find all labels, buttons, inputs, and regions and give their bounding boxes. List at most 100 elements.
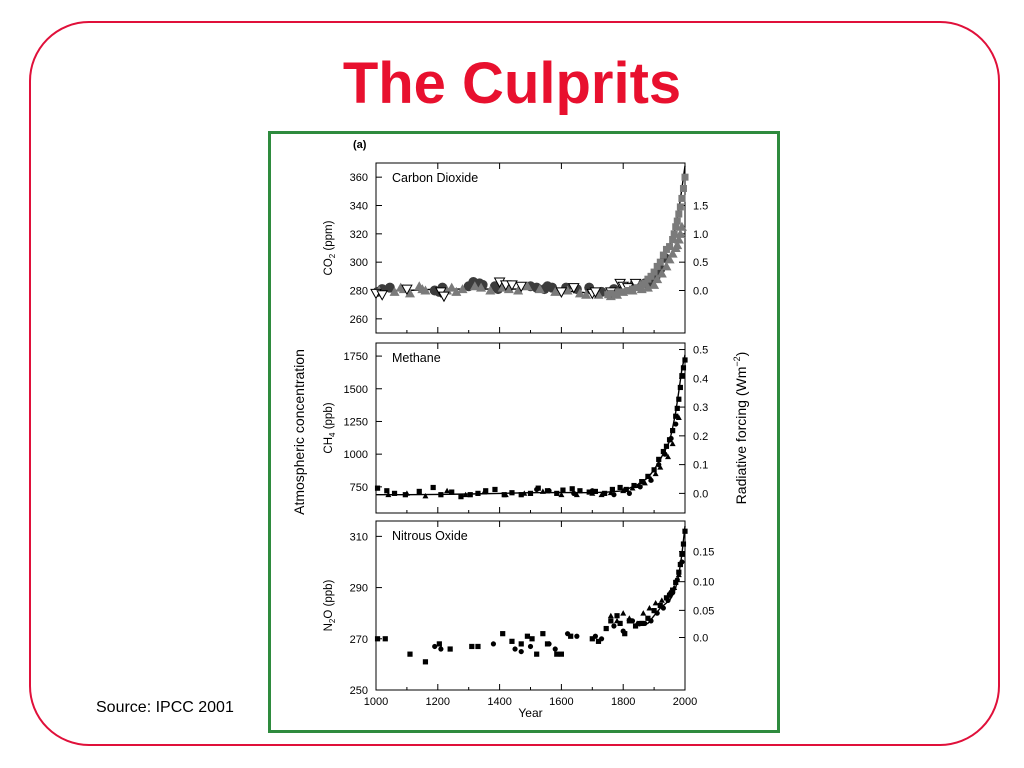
data-point	[660, 448, 666, 455]
data-point	[650, 268, 658, 276]
data-point	[682, 528, 688, 534]
data-point	[438, 492, 444, 498]
data-point	[552, 646, 558, 652]
data-point	[534, 651, 540, 657]
data-point	[589, 636, 595, 642]
y2-tick-label: 0.10	[693, 577, 714, 589]
data-point	[449, 489, 455, 495]
y-tick-label: 750	[350, 482, 368, 494]
data-point	[652, 470, 659, 477]
data-point	[617, 484, 623, 491]
data-point	[592, 633, 598, 639]
data-point	[668, 435, 674, 442]
data-point	[682, 357, 688, 363]
data-point	[626, 490, 632, 496]
data-point	[569, 486, 575, 492]
y2-tick-label: 0.0	[693, 488, 708, 500]
data-point	[512, 646, 518, 652]
panel-title: Nitrous Oxide	[392, 529, 468, 543]
data-point	[602, 490, 608, 496]
data-point	[656, 462, 662, 468]
data-point	[631, 482, 637, 489]
data-point	[581, 289, 592, 299]
data-point	[502, 491, 509, 498]
plot-frame	[375, 162, 686, 334]
data-point	[515, 281, 528, 293]
data-point	[534, 284, 545, 294]
y2-axis-label: Radiative forcing (Wm−2)	[732, 352, 749, 505]
data-point	[469, 643, 475, 650]
data-point	[432, 643, 438, 650]
data-point	[656, 456, 662, 462]
data-point	[632, 623, 639, 629]
data-point	[609, 486, 615, 493]
data-point	[673, 579, 679, 586]
data-point	[485, 285, 496, 295]
data-point	[619, 288, 627, 296]
y-tick-label: 1250	[344, 416, 368, 428]
data-point	[500, 631, 506, 637]
data-point	[529, 636, 535, 642]
data-point	[546, 641, 552, 647]
data-point	[534, 486, 540, 493]
data-point	[645, 473, 651, 479]
data-point	[671, 584, 678, 590]
data-point	[674, 405, 680, 411]
data-point	[571, 490, 577, 496]
data-point	[374, 485, 381, 491]
data-point	[679, 185, 687, 192]
data-point	[659, 251, 667, 259]
data-point	[554, 490, 560, 496]
data-point	[656, 268, 667, 278]
data-point	[376, 290, 389, 301]
data-point	[637, 484, 643, 490]
data-point	[661, 261, 672, 271]
data-point	[664, 254, 675, 264]
data-point	[568, 633, 574, 639]
data-point	[420, 285, 431, 295]
data-point	[564, 631, 571, 637]
data-point	[647, 272, 655, 280]
x-axis-label: Year	[518, 706, 542, 720]
data-point	[665, 597, 671, 603]
y-tick-label: 290	[350, 583, 368, 595]
panel-2: Methane 750 1000 1250 1500 1750 0.0 0.1 0.2 0.3 0.…	[344, 342, 708, 514]
data-point	[645, 615, 651, 621]
data-point	[554, 651, 560, 657]
data-point	[567, 283, 580, 294]
data-point	[663, 595, 670, 601]
data-point	[558, 651, 564, 657]
data-point	[672, 240, 683, 250]
data-point	[620, 487, 627, 494]
data-point	[656, 258, 664, 266]
data-point	[506, 280, 518, 291]
data-point	[374, 636, 381, 642]
data-point	[681, 173, 689, 181]
data-point	[562, 285, 573, 295]
panel-title: Methane	[392, 351, 441, 365]
data-point	[513, 285, 524, 295]
y-tick-label: 340	[350, 201, 368, 213]
data-point	[555, 287, 568, 298]
y2-tick-label: 0.15	[693, 546, 714, 558]
y-tick-label: 310	[350, 531, 368, 543]
data-point	[574, 633, 580, 639]
panel-1: Carbon Dioxide 260 280 300 320 340 360 0.0 0.5 1.…	[350, 162, 708, 334]
data-point	[490, 641, 497, 647]
data-point	[639, 620, 645, 627]
y2-tick-label: 0.5	[693, 345, 708, 357]
data-point	[586, 489, 592, 495]
data-point	[527, 643, 534, 650]
data-point	[623, 486, 629, 493]
data-point	[589, 287, 602, 298]
x-tick-label: 1200	[426, 696, 450, 708]
data-point	[611, 492, 617, 498]
y2-tick-label: 0.0	[693, 633, 708, 645]
data-point	[653, 262, 661, 270]
data-point	[422, 659, 429, 665]
data-point	[679, 559, 685, 565]
data-point	[617, 620, 623, 627]
data-point	[607, 289, 615, 297]
data-point	[574, 288, 585, 298]
data-point	[675, 414, 682, 420]
